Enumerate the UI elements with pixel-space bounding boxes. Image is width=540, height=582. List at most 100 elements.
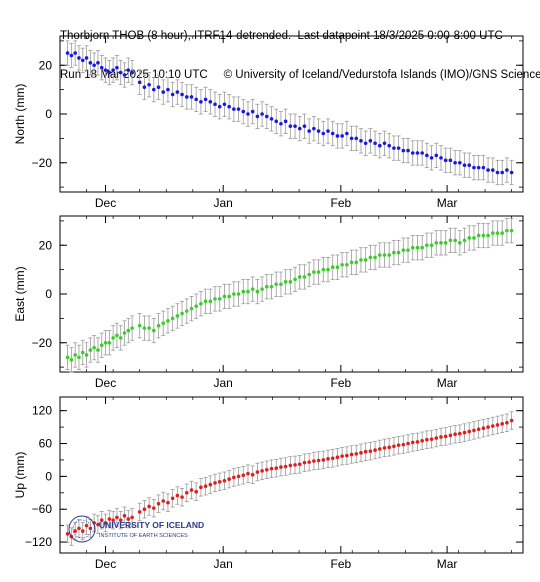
- up-data-point: [387, 445, 392, 450]
- north-data-point: [175, 90, 180, 94]
- north-data-point: [92, 63, 96, 68]
- up-data-point: [429, 437, 434, 441]
- up-data-point: [227, 477, 231, 481]
- up-data-point: [147, 504, 151, 509]
- east-data-point: [476, 233, 481, 238]
- north-data-point: [415, 151, 420, 155]
- up-data-point: [377, 447, 382, 451]
- north-data-point: [429, 156, 434, 160]
- east-data-point: [443, 241, 448, 245]
- up-data-point: [170, 496, 175, 501]
- east-data-point: [326, 267, 330, 272]
- up-data-point: [382, 446, 387, 450]
- x-tick-label: Jan: [214, 376, 233, 390]
- east-data-point: [368, 255, 373, 260]
- up-data-point: [77, 526, 81, 531]
- east-data-point: [152, 328, 156, 333]
- y-tick-label: −20: [32, 156, 53, 170]
- east-data-point: [156, 323, 161, 328]
- x-tick-label: Mar: [437, 557, 458, 571]
- up-data-point: [425, 437, 429, 442]
- y-tick-label: 60: [39, 437, 53, 451]
- up-data-point: [99, 518, 104, 522]
- east-data-point: [199, 301, 203, 306]
- east-data-point: [232, 292, 236, 296]
- north-data-point: [396, 146, 401, 150]
- north-data-point: [65, 51, 70, 55]
- east-data-point: [495, 231, 500, 235]
- north-data-point: [462, 163, 467, 167]
- up-data-point: [80, 529, 85, 533]
- east-data-point: [354, 260, 359, 265]
- east-panel: Dec Jan Feb Mar −20 0 20 East (mm): [13, 215, 524, 390]
- university-of-iceland-logo: UNIVERSITY OF ICELAND INSTITUTE OF EARTH…: [68, 515, 204, 543]
- up-data-point: [373, 448, 377, 452]
- up-data-point: [330, 456, 335, 461]
- up-data-point: [406, 441, 410, 446]
- east-data-point: [194, 304, 198, 308]
- x-tick-label: Feb: [330, 376, 351, 390]
- up-data-point: [453, 432, 457, 437]
- north-data-point: [170, 92, 175, 97]
- north-data-point: [111, 68, 115, 72]
- up-data-point: [363, 449, 368, 454]
- east-data-point: [130, 326, 134, 330]
- up-data-point: [462, 430, 467, 435]
- north-data-point: [354, 136, 359, 141]
- east-data-point: [170, 316, 175, 321]
- north-data-point: [115, 65, 119, 70]
- up-data-point: [392, 444, 396, 449]
- up-data-point: [354, 452, 359, 456]
- east-data-point: [448, 238, 453, 243]
- north-data-point: [279, 121, 283, 126]
- up-data-point: [274, 466, 279, 470]
- up-data-point: [316, 458, 321, 463]
- x-tick-label: Feb: [330, 557, 351, 571]
- y-tick-label: 0: [45, 469, 52, 483]
- east-data-point: [269, 284, 274, 289]
- east-data-point: [359, 258, 363, 262]
- east-data-point: [175, 314, 180, 318]
- east-data-point: [420, 245, 424, 250]
- east-data-point: [486, 233, 490, 238]
- north-data-point: [118, 70, 123, 75]
- up-data-point: [476, 427, 481, 432]
- up-data-point: [236, 474, 241, 479]
- up-data-point: [481, 426, 486, 431]
- up-data-point: [175, 493, 180, 498]
- east-data-point: [99, 343, 104, 347]
- east-data-point: [349, 260, 354, 265]
- east-data-point: [265, 284, 269, 289]
- x-tick-label: Dec: [95, 196, 116, 210]
- north-data-point: [476, 165, 481, 170]
- north-data-point: [250, 109, 255, 114]
- up-data-point: [283, 464, 288, 469]
- north-data-point: [126, 68, 131, 72]
- y-tick-label: 20: [39, 238, 53, 252]
- east-data-point: [458, 241, 462, 245]
- north-axis-label: North (mm): [13, 84, 27, 145]
- up-data-point: [495, 423, 500, 427]
- up-data-point: [265, 468, 269, 472]
- up-data-point: [152, 506, 156, 510]
- north-data-point: [321, 131, 326, 136]
- logo-university-text: UNIVERSITY OF ICELAND: [99, 520, 204, 530]
- north-data-point: [130, 70, 134, 75]
- east-data-point: [92, 345, 96, 350]
- east-data-point: [142, 326, 147, 330]
- north-data-point: [274, 119, 279, 124]
- up-data-point: [335, 455, 340, 460]
- up-data-point: [232, 475, 236, 480]
- up-data-point: [340, 454, 344, 458]
- up-data-point: [345, 453, 349, 458]
- east-data-point: [208, 299, 213, 304]
- east-data-point: [279, 282, 283, 287]
- east-data-point: [80, 350, 85, 355]
- north-data-point: [439, 156, 443, 160]
- logo-seal-inner-ring: [72, 519, 92, 539]
- up-plot-frame: [59, 396, 524, 554]
- north-data-point: [217, 104, 222, 109]
- east-data-point: [161, 321, 166, 326]
- up-data-point: [194, 489, 198, 494]
